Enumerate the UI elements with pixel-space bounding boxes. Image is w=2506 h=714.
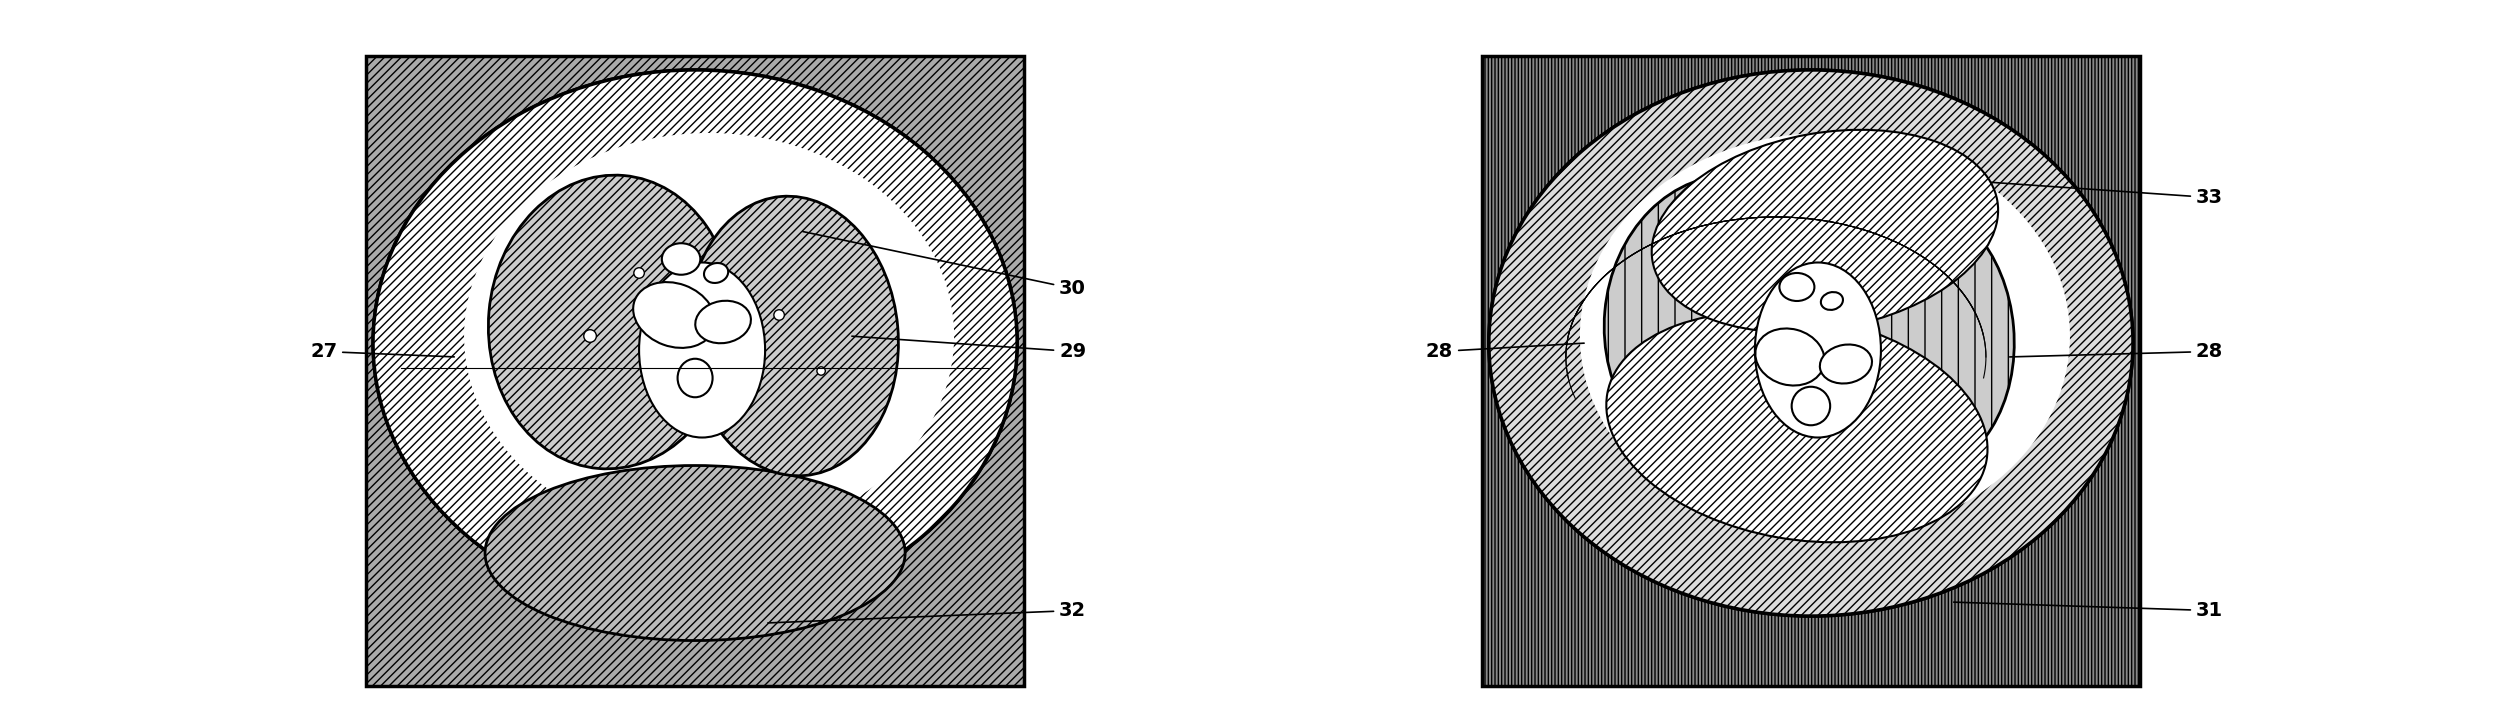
Ellipse shape (373, 70, 1017, 616)
Ellipse shape (1489, 70, 2133, 616)
Ellipse shape (1604, 175, 1849, 469)
Ellipse shape (1489, 70, 2133, 616)
Ellipse shape (1651, 130, 1997, 332)
Text: 27: 27 (311, 342, 454, 361)
Ellipse shape (1819, 344, 1872, 383)
Text: 29: 29 (852, 336, 1085, 361)
Ellipse shape (687, 196, 900, 476)
Ellipse shape (774, 310, 784, 321)
Ellipse shape (1754, 263, 1882, 438)
Text: 32: 32 (767, 601, 1085, 623)
Ellipse shape (662, 243, 699, 275)
Ellipse shape (584, 330, 596, 342)
Text: 33: 33 (1990, 182, 2223, 207)
Ellipse shape (634, 268, 644, 278)
Ellipse shape (1804, 196, 2015, 476)
Ellipse shape (817, 367, 824, 375)
Ellipse shape (1822, 292, 1842, 310)
Ellipse shape (1792, 387, 1829, 426)
Ellipse shape (639, 263, 764, 438)
Text: 28: 28 (1426, 342, 1584, 361)
Ellipse shape (373, 70, 1017, 616)
Ellipse shape (694, 301, 752, 343)
Ellipse shape (1606, 312, 1987, 542)
Ellipse shape (464, 133, 955, 539)
Ellipse shape (489, 175, 734, 469)
Ellipse shape (677, 358, 712, 397)
Ellipse shape (1779, 273, 1814, 301)
Ellipse shape (634, 282, 714, 348)
Text: 30: 30 (802, 231, 1085, 298)
Ellipse shape (486, 466, 905, 640)
Ellipse shape (1754, 328, 1824, 386)
Ellipse shape (704, 263, 729, 283)
Ellipse shape (1579, 133, 2070, 539)
Text: 28: 28 (2010, 342, 2223, 361)
Text: 31: 31 (1955, 601, 2223, 620)
